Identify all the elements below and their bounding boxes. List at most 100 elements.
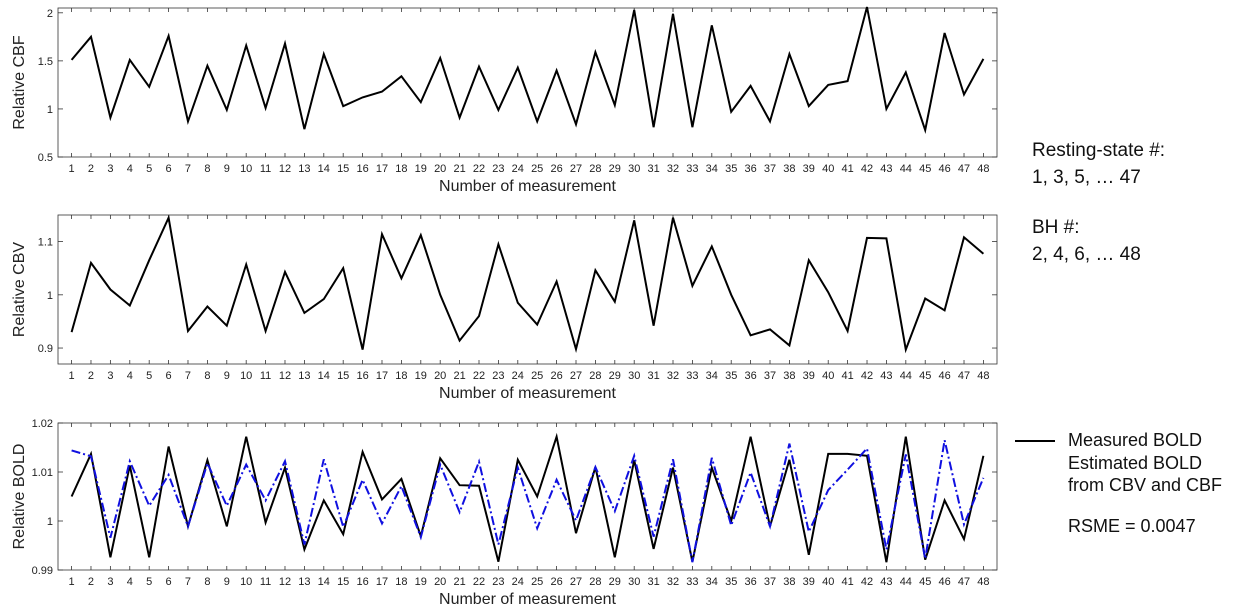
x-tick-label: 18 [395,576,407,588]
x-tick-label: 20 [434,576,446,588]
plot-frame [57,422,998,571]
x-tick-label: 47 [958,576,970,588]
x-tick-label: 16 [356,163,368,175]
x-tick-label: 38 [783,163,795,175]
x-tick-label: 27 [570,163,582,175]
x-tick-label: 39 [803,370,815,382]
x-tick-label: 46 [938,163,950,175]
y-tick-label: 0.9 [38,343,53,355]
x-tick-label: 5 [146,576,152,588]
x-tick-label: 44 [900,576,912,588]
x-tick-label: 1 [69,163,75,175]
resting-state-values: 1, 3, 5, … 47 [1032,167,1141,188]
x-tick-label: 15 [337,576,349,588]
x-tick-label: 13 [298,370,310,382]
x-tick-label: 47 [958,163,970,175]
x-tick-label: 14 [318,370,330,382]
x-tick-label: 24 [512,163,524,175]
x-tick-label: 11 [260,163,271,175]
y-tick-label: 1.5 [38,56,53,68]
x-tick-label: 36 [744,370,756,382]
x-tick-label: 28 [589,576,601,588]
x-tick-label: 37 [764,576,776,588]
x-tick-label: 40 [822,163,834,175]
x-tick-label: 21 [453,576,465,588]
y-tick-label: 1.02 [32,418,53,430]
x-tick-label: 42 [861,576,873,588]
x-tick-label: 31 [647,163,659,175]
bold-legend: Measured BOLD Estimated BOLD from CBV an… [1015,430,1222,536]
x-tick-label: 26 [550,370,562,382]
x-tick-label: 1 [69,370,75,382]
bh-values: 2, 4, 6, … 48 [1032,244,1141,265]
y-tick-label: 1 [47,516,53,528]
x-tick-label: 33 [686,370,698,382]
x-tick-label: 37 [764,370,776,382]
x-tick-label: 21 [453,163,465,175]
x-tick-label: 21 [453,370,465,382]
x-tick-label: 36 [744,576,756,588]
y-tick-label: 1.01 [32,467,53,479]
x-tick-label: 24 [512,576,524,588]
x-tick-label: 20 [434,370,446,382]
x-tick-label: 1 [69,576,75,588]
legend-item-measured: Measured BOLD [1015,430,1202,452]
x-tick-label: 8 [204,576,210,588]
x-tick-label: 37 [764,163,776,175]
x-tick-label: 31 [647,370,659,382]
series-line-measured [70,432,985,563]
x-tick-label: 41 [841,576,853,588]
x-tick-label: 13 [298,163,310,175]
x-tick-label: 23 [492,370,504,382]
x-tick-label: 29 [609,370,621,382]
x-tick-label: 30 [628,576,640,588]
x-tick-label: 38 [783,576,795,588]
x-tick-label: 45 [919,163,931,175]
y-tick-label: 0.99 [32,565,53,577]
x-tick-label: 16 [356,576,368,588]
y-tick-label: 2 [47,8,53,20]
x-tick-label: 46 [938,370,950,382]
x-tick-label: 28 [589,163,601,175]
rsme-label: RSME = 0.0047 [1068,516,1196,536]
y-axis-label: Relative BOLD [11,444,28,550]
x-tick-label: 8 [204,163,210,175]
x-tick-label: 12 [279,370,291,382]
x-tick-label: 14 [318,576,330,588]
legend-label-measured: Measured BOLD [1068,430,1203,450]
y-tick-label: 1 [47,290,53,302]
x-tick-label: 48 [977,576,989,588]
x-tick-label: 26 [550,576,562,588]
chart-cbv: 1 2 3 4 5 6 7 8 9 10 11 12 13 14 15 16 17 18 19 20 21 22 23 24 2… [11,214,998,402]
x-tick-label: 24 [512,370,524,382]
x-tick-label: 34 [706,576,718,588]
x-tick-label: 40 [822,370,834,382]
x-tick-label: 35 [725,576,737,588]
x-tick-label: 12 [279,576,291,588]
x-tick-label: 32 [667,576,679,588]
x-tick-label: 40 [822,576,834,588]
x-tick-label: 6 [166,163,172,175]
chart-cbf: 1 2 3 4 5 6 7 8 9 10 11 12 13 14 15 16 17 18 19 20 21 22 23 24 2… [11,6,998,195]
chart-bold: 1 2 3 4 5 6 7 8 9 10 11 12 13 14 15 16 17 18 19 20 21 22 23 24 2… [11,418,998,608]
x-tick-label: 42 [861,163,873,175]
x-tick-label: 27 [570,370,582,382]
x-tick-label: 9 [224,370,230,382]
x-tick-label: 3 [107,163,113,175]
x-tick-label: 26 [550,163,562,175]
x-tick-label: 36 [744,163,756,175]
x-tick-label: 5 [146,370,152,382]
x-tick-label: 12 [279,163,291,175]
x-tick-label: 14 [318,163,330,175]
x-tick-label: 18 [395,163,407,175]
x-tick-label: 7 [185,163,191,175]
x-tick-label: 4 [127,370,133,382]
x-tick-label: 6 [166,576,172,588]
x-tick-label: 25 [531,370,543,382]
x-tick-label: 43 [880,576,892,588]
x-tick-label: 34 [706,163,718,175]
x-tick-label: 45 [919,576,931,588]
x-tick-label: 48 [977,163,989,175]
x-tick-label: 27 [570,576,582,588]
